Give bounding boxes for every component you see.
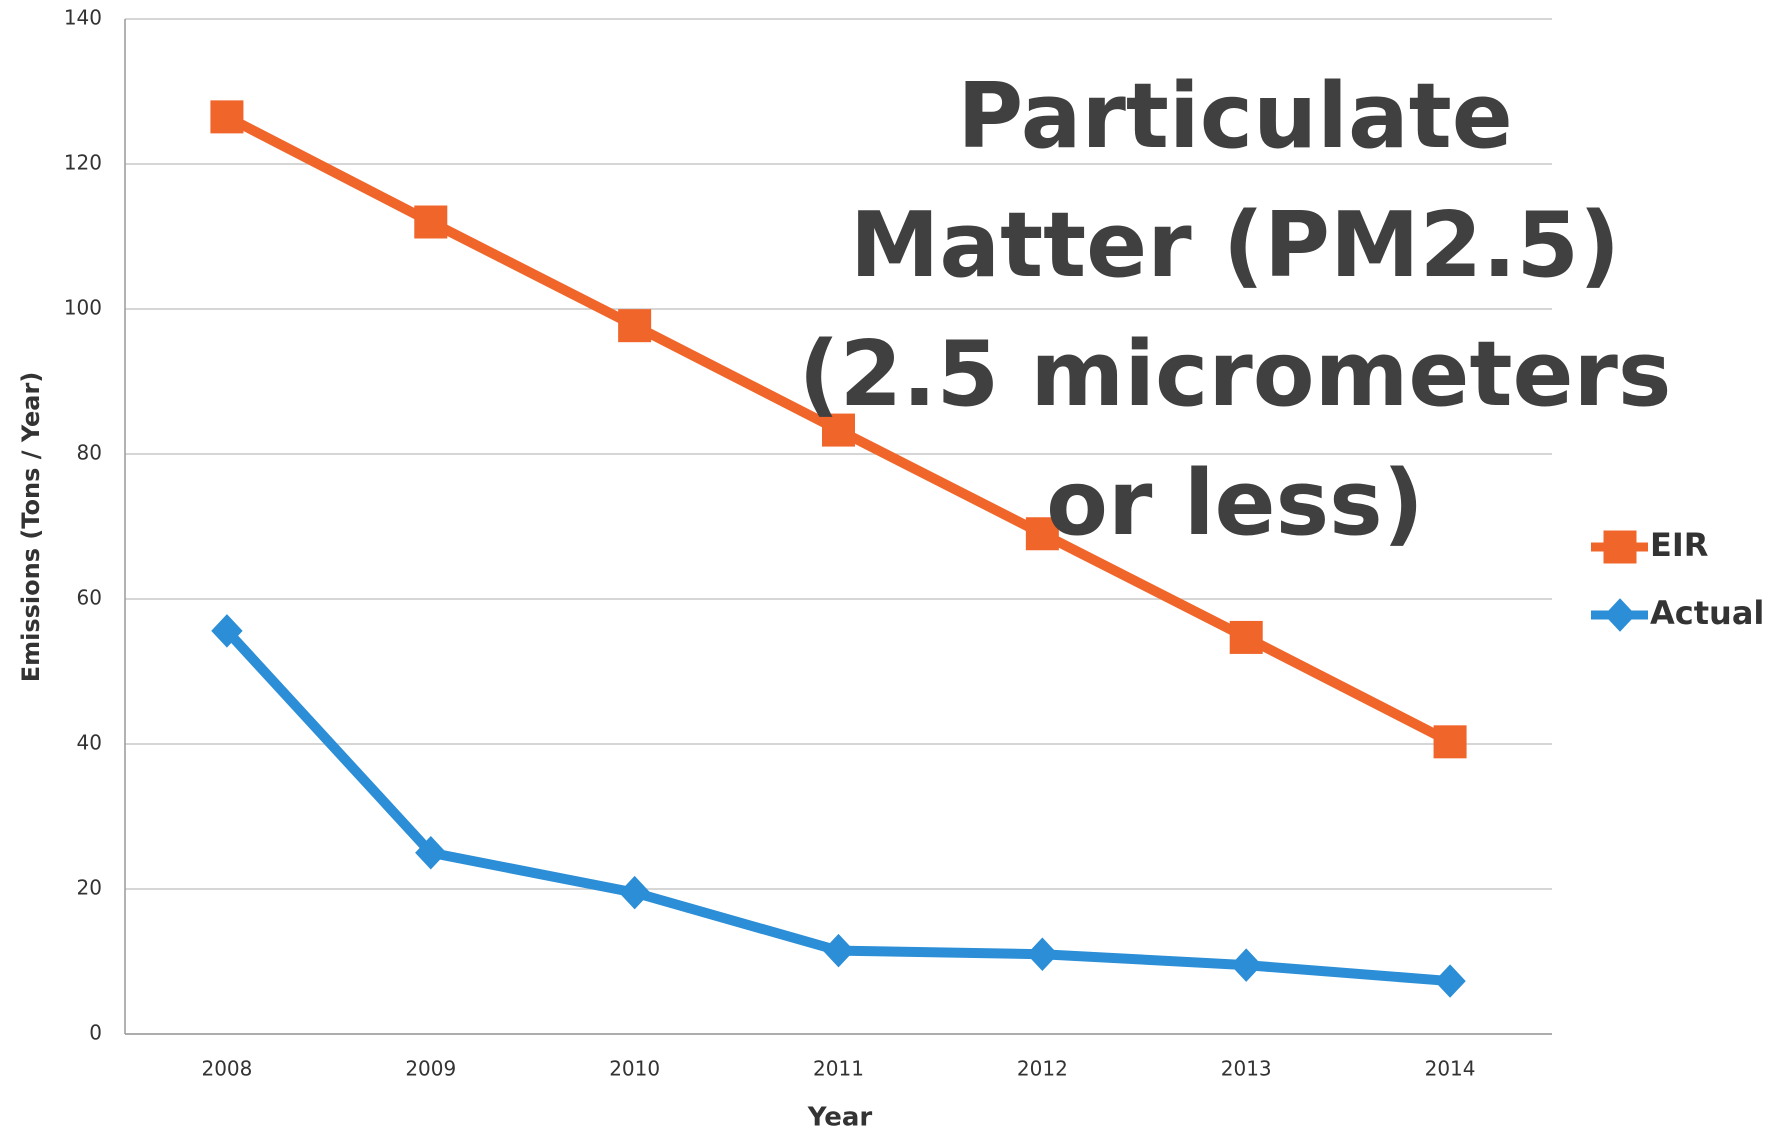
chart-title: or less) <box>1046 451 1424 556</box>
x-tick-label: 2009 <box>405 1057 456 1081</box>
y-tick-label: 40 <box>77 731 102 755</box>
legend-marker <box>1603 530 1637 564</box>
y-tick-label: 20 <box>77 876 102 900</box>
y-tick-label: 0 <box>89 1021 102 1045</box>
point-marker <box>1026 937 1059 971</box>
series-line <box>223 627 1451 987</box>
y-tick-label: 60 <box>77 586 102 610</box>
x-tick-label: 2011 <box>813 1057 864 1081</box>
point-marker <box>1229 620 1263 654</box>
point-marker <box>822 933 855 968</box>
y-axis-title: Emissions (Tons / Year) <box>17 372 45 683</box>
x-tick-label: 2008 <box>201 1057 252 1081</box>
x-axis-title: Year <box>807 1103 873 1133</box>
y-tick-label: 120 <box>64 151 102 175</box>
point-marker <box>1433 725 1467 759</box>
legend-label: Actual <box>1650 594 1764 632</box>
x-tick-label: 2010 <box>609 1057 660 1081</box>
legend-label: EIR <box>1650 526 1708 564</box>
point-marker <box>1434 964 1466 998</box>
y-tick-label: 100 <box>64 296 102 320</box>
y-tick-label: 80 <box>77 441 102 465</box>
point-marker <box>1025 517 1059 551</box>
point-marker <box>618 875 651 910</box>
legend-marker <box>1604 598 1636 632</box>
point-marker <box>211 614 243 648</box>
point-marker <box>618 309 652 343</box>
x-tick-label: 2013 <box>1221 1057 1272 1081</box>
chart-title: Particulate <box>957 64 1513 169</box>
y-tick-label: 140 <box>64 6 102 30</box>
x-tick-label: 2014 <box>1425 1057 1476 1081</box>
chart-title: Matter (PM2.5) <box>850 193 1620 298</box>
point-marker <box>414 205 448 239</box>
point-marker <box>210 100 244 134</box>
point-marker <box>822 413 855 447</box>
chart-title: (2.5 micrometers <box>799 322 1672 427</box>
point-marker <box>415 836 447 870</box>
x-tick-label: 2012 <box>1017 1057 1068 1081</box>
point-marker <box>1230 948 1262 982</box>
